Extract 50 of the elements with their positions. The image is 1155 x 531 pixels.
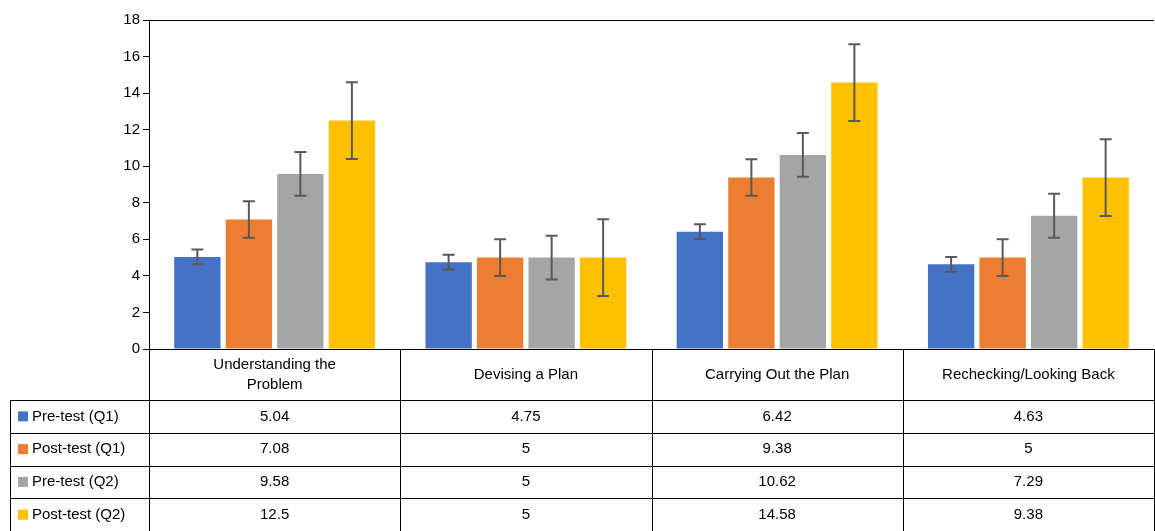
bar: [476, 257, 524, 349]
x-tick-label: Carrying Out the Plan: [705, 364, 850, 382]
y-tick-label: 4: [131, 266, 140, 284]
bar: [425, 262, 472, 349]
data-label: 4.75: [511, 406, 541, 424]
bar: [1082, 177, 1129, 349]
bar: [579, 257, 627, 349]
legend-label: Post-test (Q2): [32, 504, 126, 522]
legend-label: Pre-test (Q2): [32, 472, 119, 490]
bar: [174, 256, 221, 349]
bar: [779, 154, 827, 349]
x-tick-label: Understanding the Problem: [213, 354, 336, 392]
bar: [328, 120, 376, 349]
y-tick-label: 10: [123, 156, 140, 174]
y-tick-label: 14: [123, 83, 140, 101]
data-label: 5: [521, 472, 531, 490]
y-tick-label: 6: [131, 229, 140, 247]
bar: [225, 219, 273, 349]
data-label: 10.62: [758, 472, 796, 490]
x-tick-label: Devising a Plan: [473, 364, 578, 382]
data-label: 12.5: [260, 504, 290, 522]
bar: [528, 257, 575, 349]
data-label: 9.38: [1013, 504, 1043, 522]
bar: [831, 82, 878, 349]
y-tick-label: 8: [131, 192, 140, 210]
bar: [728, 177, 775, 349]
y-tick-label: 0: [131, 339, 140, 357]
data-label: 5.04: [260, 406, 290, 424]
data-label: 5: [521, 439, 531, 457]
x-tick-label: Rechecking/Looking Back: [942, 364, 1116, 382]
data-label: 4.63: [1013, 406, 1043, 424]
y-tick-label: 2: [131, 302, 140, 320]
data-label: 9.58: [260, 472, 290, 490]
bar: [979, 257, 1026, 349]
data-label: 7.08: [260, 439, 290, 457]
bar: [277, 173, 324, 349]
data-label: 9.38: [762, 439, 792, 457]
data-label: 5: [521, 504, 531, 522]
y-tick-label: 16: [123, 46, 140, 64]
bar: [676, 231, 724, 349]
data-label: 6.42: [762, 406, 792, 424]
bar: [1030, 215, 1078, 349]
y-tick-label: 12: [123, 119, 140, 137]
data-label: 14.58: [758, 504, 796, 522]
data-label: 5: [1024, 439, 1033, 457]
data-label: 7.29: [1013, 472, 1043, 490]
bar: [927, 264, 975, 349]
y-tick-label: 18: [123, 10, 140, 28]
legend-label: Pre-test (Q1): [32, 406, 119, 424]
legend-label: Post-test (Q1): [32, 439, 126, 457]
